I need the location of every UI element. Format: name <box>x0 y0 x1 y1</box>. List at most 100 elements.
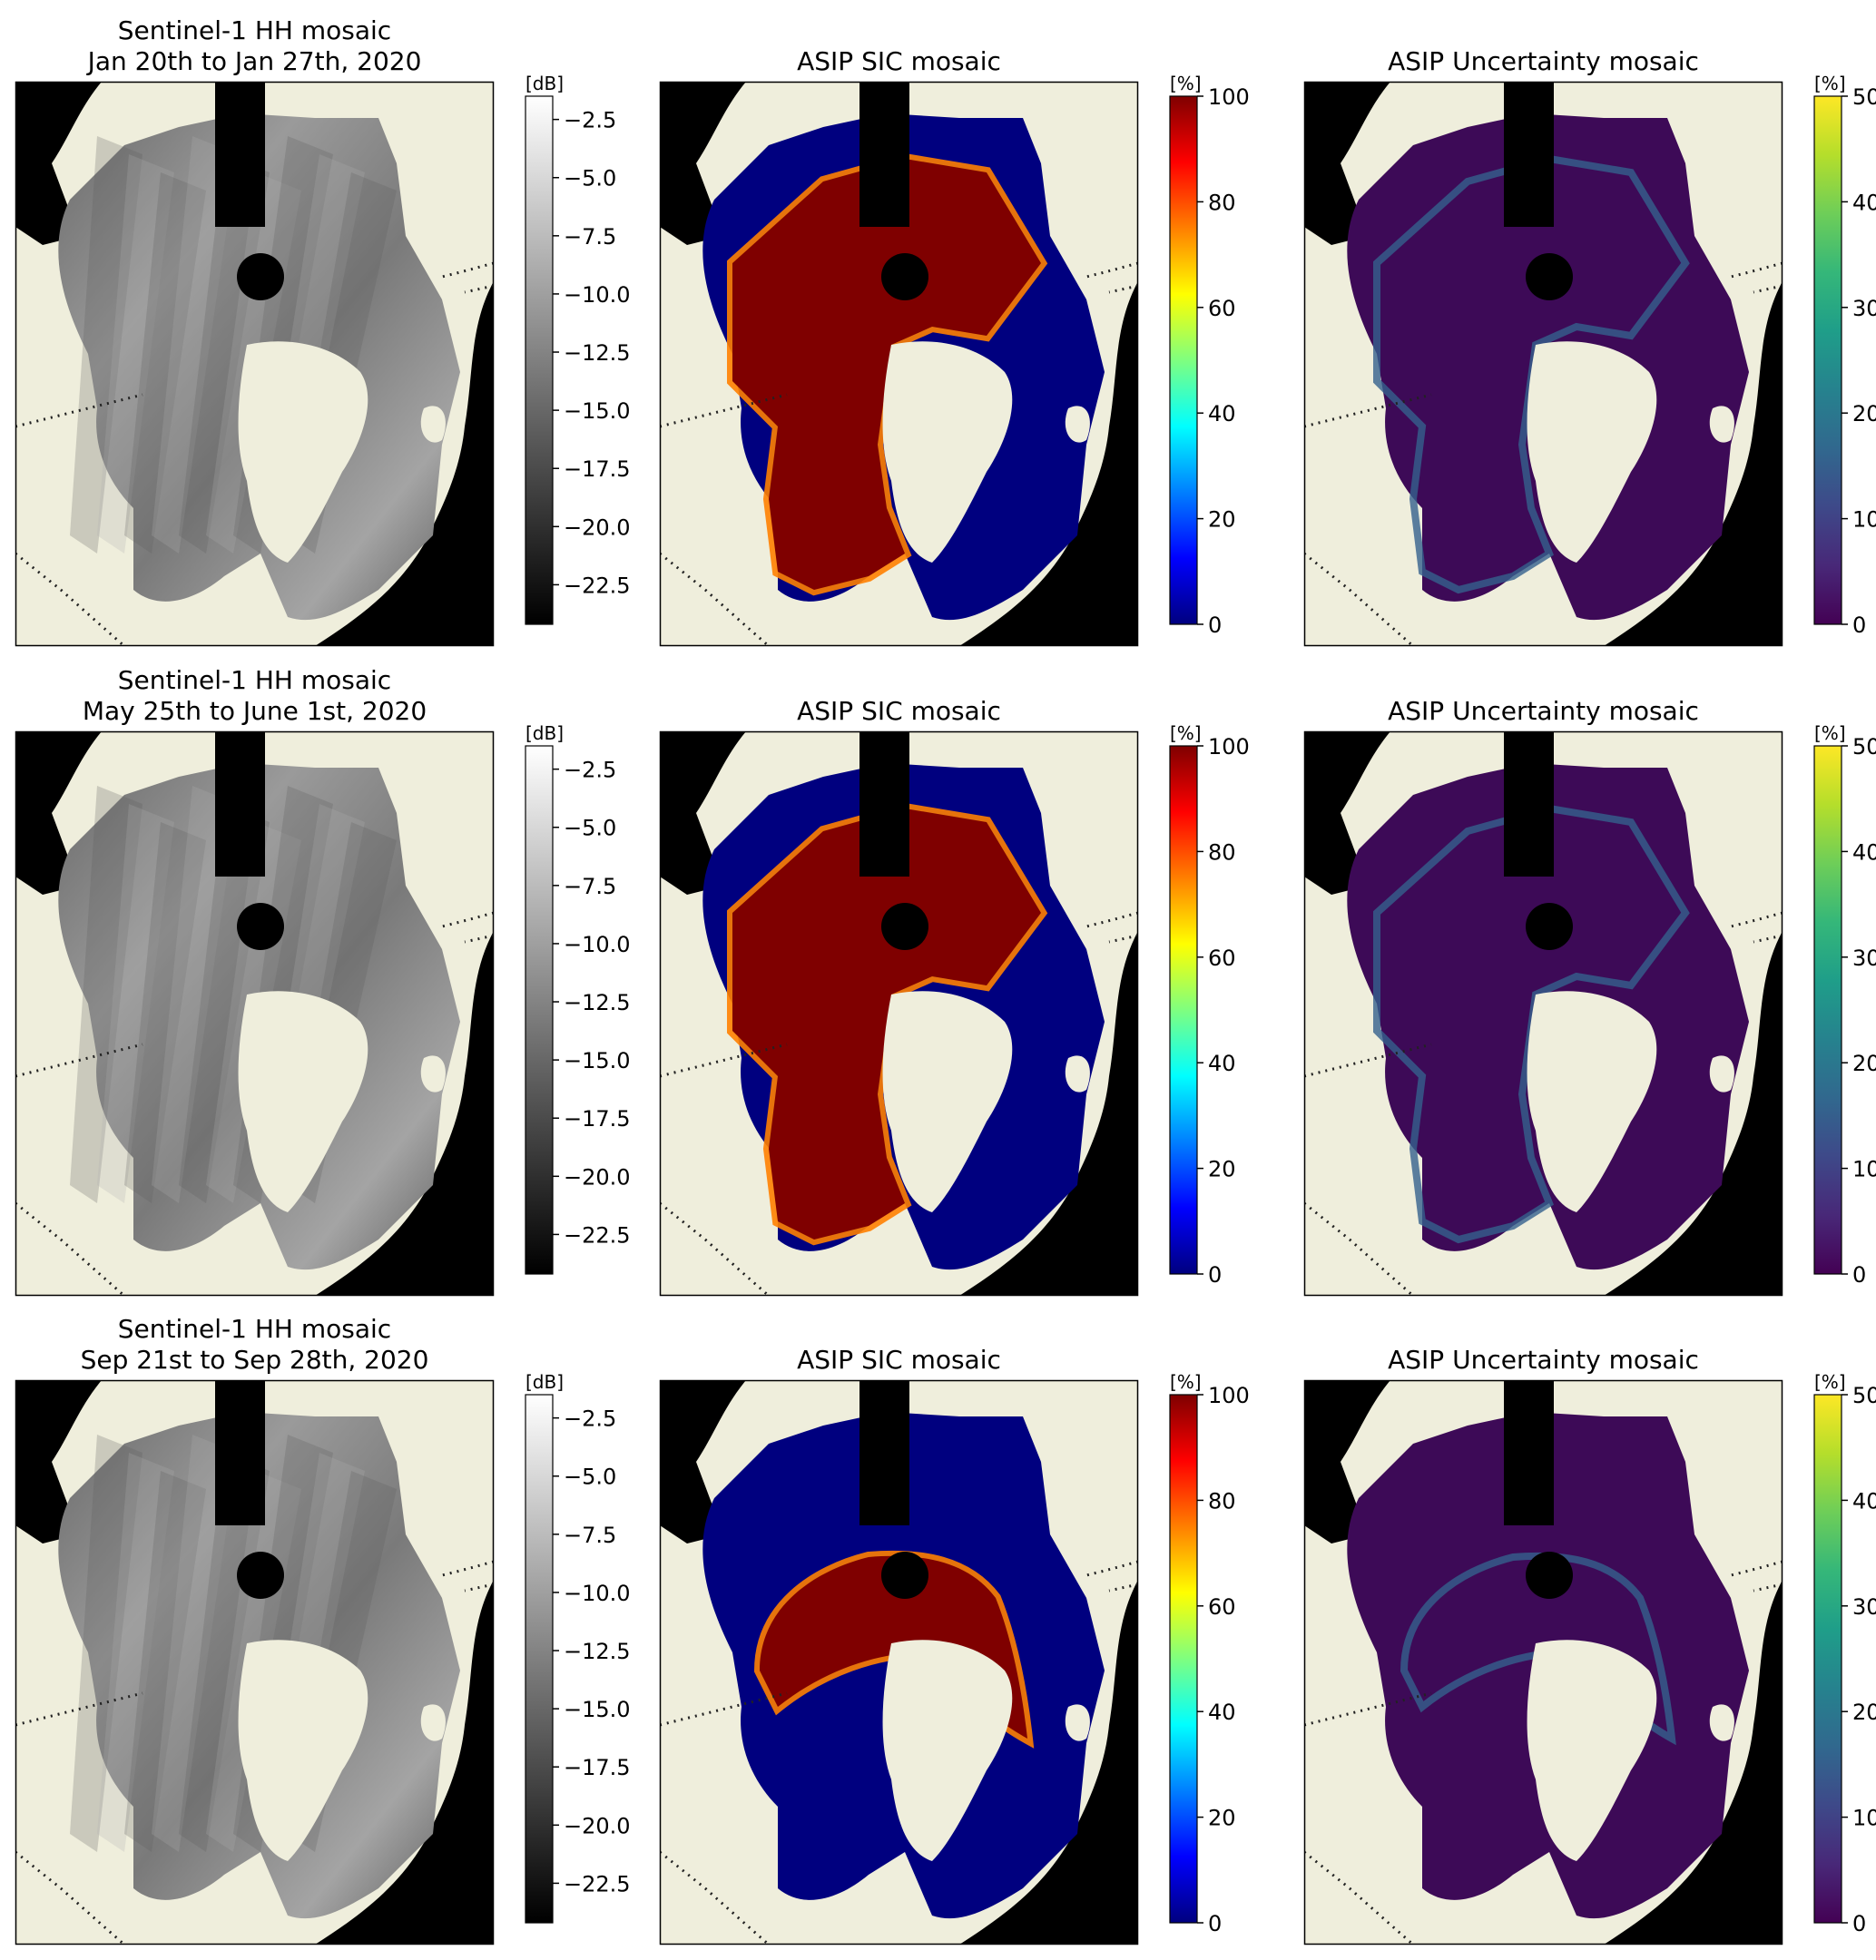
island <box>1065 1704 1090 1741</box>
colorbar-tick-label: 50 <box>1852 734 1876 760</box>
pole-hole <box>881 903 928 950</box>
colorbar-tick-label: 50 <box>1852 1383 1876 1408</box>
map-frame <box>659 730 1139 1297</box>
boundary-line <box>660 1850 770 1945</box>
pole-hole <box>881 1552 928 1599</box>
colorbar-tick-label: −17.5 <box>564 456 631 482</box>
colorbar-tick-label: 0 <box>1208 1911 1222 1936</box>
colorbar-tick-label: −20.0 <box>564 514 631 540</box>
colorbar-unit: [%] <box>1170 722 1202 744</box>
island <box>1709 1055 1734 1093</box>
colorbar-tick-label: 0 <box>1852 1262 1866 1288</box>
colorbar-gradient <box>525 1394 554 1924</box>
colorbar-tick-label: 20 <box>1208 1806 1236 1831</box>
no-data-region <box>660 1380 746 1544</box>
colorbar-unit: [%] <box>1170 1371 1202 1393</box>
colorbar-sic: [%] 0 20 40 60 80 100 <box>1169 73 1250 638</box>
colorbar-tick-label: −2.5 <box>564 1406 616 1432</box>
greenland <box>238 991 368 1212</box>
colorbar-gradient <box>1169 95 1198 625</box>
boundary-line <box>15 1201 125 1296</box>
no-data-region <box>15 1380 102 1544</box>
panel-title: ASIP SIC mosaic <box>797 46 1001 76</box>
colorbar-tick-label: 40 <box>1852 839 1876 865</box>
colorbar-tick-label: −12.5 <box>564 1639 631 1664</box>
colorbar-tick-label: 100 <box>1208 1383 1250 1408</box>
panels: Sentinel-1 HH mosaic Jan 20th to Jan 27th… <box>15 15 1876 1945</box>
colorbar-gradient <box>1169 745 1198 1275</box>
colorbar-tick-label: 50 <box>1852 84 1876 110</box>
colorbar-tick-label: −2.5 <box>564 108 616 133</box>
colorbar-tick-label: 0 <box>1852 1911 1866 1936</box>
no-data-region <box>660 82 746 245</box>
colorbar-sar: [dB]−2.5 −5.0 −7.5 −10.0 −12.5 −15.0 −17.5 −20.… <box>525 722 631 1275</box>
colorbar-tick-label: 60 <box>1208 946 1236 971</box>
colorbar-unc: [%] 0 10 20 30 40 50 <box>1813 722 1876 1288</box>
boundary-line <box>1108 934 1138 944</box>
boundary-line <box>464 284 494 294</box>
no-data-region <box>1304 1380 1390 1544</box>
colorbar-tick-label: 0 <box>1208 612 1222 638</box>
island <box>1709 1704 1734 1741</box>
map-area <box>15 82 494 646</box>
colorbar-tick-label: 40 <box>1852 1488 1876 1514</box>
colorbar-tick-label: 80 <box>1208 1488 1236 1514</box>
colorbar-tick-label: 30 <box>1852 296 1876 321</box>
colorbar-tick-label: 40 <box>1208 1051 1236 1076</box>
pole-hole <box>237 1552 284 1599</box>
greenland <box>882 1640 1013 1861</box>
greenland <box>1527 991 1657 1212</box>
greenland <box>1527 341 1657 563</box>
no-data-region <box>660 731 746 895</box>
panel-title: ASIP SIC mosaic <box>797 1345 1001 1375</box>
colorbar-tick-label: −7.5 <box>564 1523 616 1548</box>
panel-r3-sic: ASIP SIC mosaic [%] 0 20 40 60 80 100 <box>659 1345 1250 1945</box>
island <box>1065 406 1090 443</box>
panel-r1-sic: ASIP SIC mosaic [%] 0 20 40 60 80 100 <box>659 46 1250 647</box>
colorbar-tick-label: 0 <box>1208 1262 1222 1288</box>
panel-title: Jan 20th to Jan 27th, 2020 <box>86 46 422 76</box>
colorbar-tick-label: 40 <box>1208 401 1236 426</box>
colorbar-tick-label: 20 <box>1208 1157 1236 1182</box>
colorbar-tick-label: 20 <box>1852 401 1876 426</box>
panel-title: May 25th to June 1st, 2020 <box>83 696 427 726</box>
sar-swath <box>97 804 174 1203</box>
colorbar-tick-label: 100 <box>1208 84 1250 110</box>
colorbar-tick-label: −7.5 <box>564 224 616 250</box>
colorbar-unc: [%] 0 10 20 30 40 50 <box>1813 1371 1876 1936</box>
panel-title: Sentinel-1 HH mosaic <box>118 1314 391 1344</box>
no-data-wedge <box>859 82 909 227</box>
colorbar-tick-label: 80 <box>1208 190 1236 215</box>
colorbar-gradient <box>525 95 554 625</box>
colorbar-tick-label: 20 <box>1852 1051 1876 1076</box>
colorbar-tick-label: −10.0 <box>564 282 631 308</box>
colorbar-tick-label: −5.0 <box>564 816 616 841</box>
map-frame <box>15 1379 495 1945</box>
colorbar-tick-label: 60 <box>1208 296 1236 321</box>
sar-swath <box>179 154 270 554</box>
boundary-line <box>464 1583 494 1592</box>
no-data-region <box>1604 931 1783 1296</box>
no-data-region <box>959 281 1138 646</box>
island <box>420 1055 446 1093</box>
colorbar-tick-label: −15.0 <box>564 1048 631 1073</box>
colorbar-unit: [%] <box>1814 722 1846 744</box>
colorbar-tick-label: 30 <box>1852 946 1876 971</box>
colorbar-tick-label: −15.0 <box>564 1697 631 1722</box>
map-frame <box>1303 1379 1783 1945</box>
colorbar-sic: [%] 0 20 40 60 80 100 <box>1169 1371 1250 1936</box>
greenland <box>882 991 1013 1212</box>
colorbar-tick-label: −17.5 <box>564 1106 631 1132</box>
map-area <box>15 731 494 1296</box>
colorbar-tick-label: 20 <box>1852 1700 1876 1725</box>
panel-r2-sic: ASIP SIC mosaic [%] 0 20 40 60 80 100 <box>659 696 1250 1297</box>
colorbar-tick-label: 60 <box>1208 1594 1236 1620</box>
colorbar-tick-label: −15.0 <box>564 398 631 424</box>
colorbar-tick-label: 10 <box>1852 1157 1876 1182</box>
sar-swath <box>152 136 238 554</box>
map-frame <box>1303 730 1783 1297</box>
colorbar-tick-label: 40 <box>1852 190 1876 215</box>
map-area <box>660 731 1138 1296</box>
colorbar-tick-label: −22.5 <box>564 573 631 598</box>
